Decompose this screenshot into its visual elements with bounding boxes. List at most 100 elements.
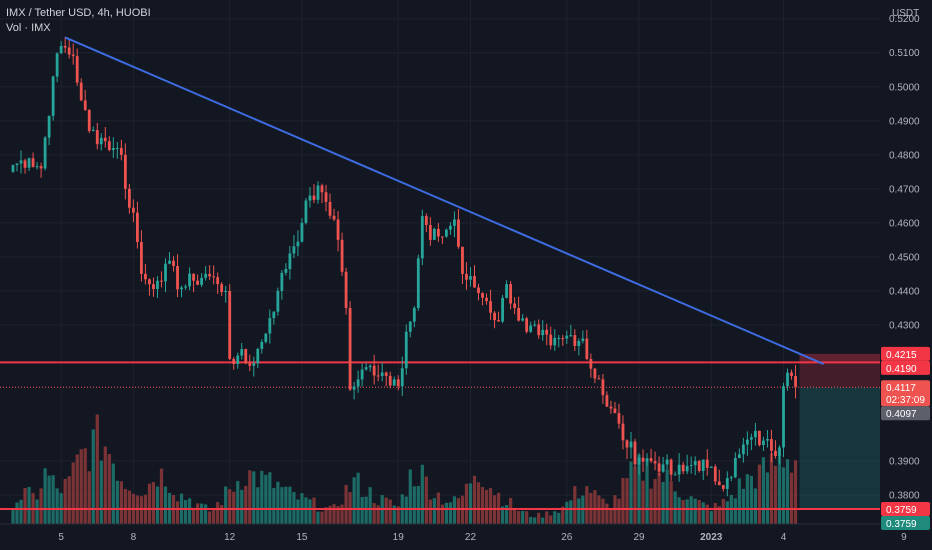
candle-body <box>501 297 504 322</box>
volume-bar <box>107 454 111 524</box>
volume-bar <box>701 502 705 524</box>
volume-bar <box>509 497 513 524</box>
volume-bar <box>633 467 637 524</box>
short-position-tool[interactable] <box>799 353 880 510</box>
volume-bar <box>344 485 348 524</box>
time-tick-label: 4 <box>781 532 787 543</box>
volume-bar <box>79 449 83 524</box>
volume-bar <box>709 511 713 524</box>
descending-trendline[interactable] <box>64 36 825 365</box>
volume-bar <box>95 414 99 524</box>
volume-bar <box>67 476 71 524</box>
volume-bar <box>224 486 228 524</box>
volume-bar <box>288 486 292 524</box>
volume-bar <box>521 510 525 524</box>
price-axis-background <box>880 0 932 550</box>
candle-body <box>248 363 252 366</box>
candle-body <box>344 271 348 308</box>
candle-body <box>103 137 107 142</box>
candle-body <box>513 303 517 308</box>
candle-body <box>741 444 745 455</box>
volume-bar <box>63 478 67 524</box>
volume-bar <box>428 499 432 524</box>
volume-bar <box>625 478 629 524</box>
price-tick-label: 0.5200 <box>889 14 920 25</box>
price-tag-label: 0.3759 <box>886 519 917 530</box>
volume-bar <box>75 454 79 524</box>
candle-body <box>23 160 27 168</box>
volume-bar <box>388 499 392 524</box>
candle-body <box>621 423 625 441</box>
candle-body <box>701 459 705 471</box>
volume-bar <box>549 515 553 524</box>
price-tick-label: 0.4300 <box>889 320 920 331</box>
price-tag <box>881 346 930 361</box>
stop-loss-zone[interactable] <box>799 353 880 363</box>
price-tag-label: 0.4190 <box>886 364 917 375</box>
risk-zone[interactable] <box>799 362 880 388</box>
volume-bar <box>43 468 47 524</box>
volume-bar <box>621 477 625 524</box>
candle-body <box>164 263 167 282</box>
candle-body <box>131 207 135 213</box>
candle-body <box>232 358 236 365</box>
candle-body <box>665 459 669 465</box>
volume-bar <box>236 481 240 524</box>
candle-body <box>79 82 83 101</box>
volume-bar <box>352 477 356 524</box>
price-tick-label: 0.4400 <box>889 286 920 297</box>
symbol-title[interactable]: IMX / Tether USD, 4h, HUOBI <box>6 7 151 19</box>
candle-body <box>637 457 641 465</box>
candle-body <box>63 45 67 48</box>
candle-body <box>412 307 416 322</box>
candle-body <box>565 335 569 339</box>
time-axis[interactable]: 5 8 12 15 19 22 26 29 2023 4 9 <box>0 523 932 550</box>
volume-bar <box>705 504 709 524</box>
candle-body <box>316 185 320 200</box>
volume-bar <box>565 501 569 524</box>
candle-body <box>276 290 280 312</box>
volume-bar <box>416 485 420 524</box>
time-tick-label: 2023 <box>700 532 723 543</box>
volume-bar <box>420 464 424 524</box>
volume-bar <box>533 517 537 524</box>
candle-body <box>43 137 47 169</box>
candle-body <box>119 147 123 155</box>
volume-bar <box>504 505 509 524</box>
candle-body <box>509 284 513 304</box>
candle-body <box>39 166 43 169</box>
time-tick-label: 5 <box>58 532 64 543</box>
volume-bar <box>220 505 224 524</box>
volume-bar <box>484 489 489 524</box>
time-tick-label: 26 <box>561 532 573 543</box>
candle-body <box>144 273 147 280</box>
volume-bar <box>480 487 485 524</box>
candle-body <box>83 100 87 110</box>
candle-body <box>461 246 464 274</box>
candle-body <box>713 466 717 482</box>
candle-body <box>308 195 312 201</box>
price-tick-label: 0.4900 <box>889 116 920 127</box>
trendline[interactable] <box>64 36 825 365</box>
candle-body <box>754 430 757 438</box>
volume-bar <box>11 509 15 524</box>
candle-body <box>288 253 292 269</box>
volume-bar <box>693 498 697 524</box>
candle-body <box>469 276 472 280</box>
volume-bar <box>240 489 244 524</box>
volume-bar <box>725 501 729 524</box>
volume-indicator-title[interactable]: Vol · IMX <box>6 22 51 34</box>
candle-body <box>733 457 737 478</box>
volume-bar <box>440 504 444 524</box>
horizontal-lines[interactable] <box>0 361 880 511</box>
volume-bar <box>689 496 693 524</box>
candle-body <box>481 293 484 298</box>
candle-body <box>280 272 284 291</box>
candle-body <box>786 372 789 387</box>
volume-bar <box>35 499 39 524</box>
price-tag <box>881 516 930 531</box>
price-axis-unit: USDT <box>892 8 919 19</box>
profit-zone[interactable] <box>799 387 880 510</box>
